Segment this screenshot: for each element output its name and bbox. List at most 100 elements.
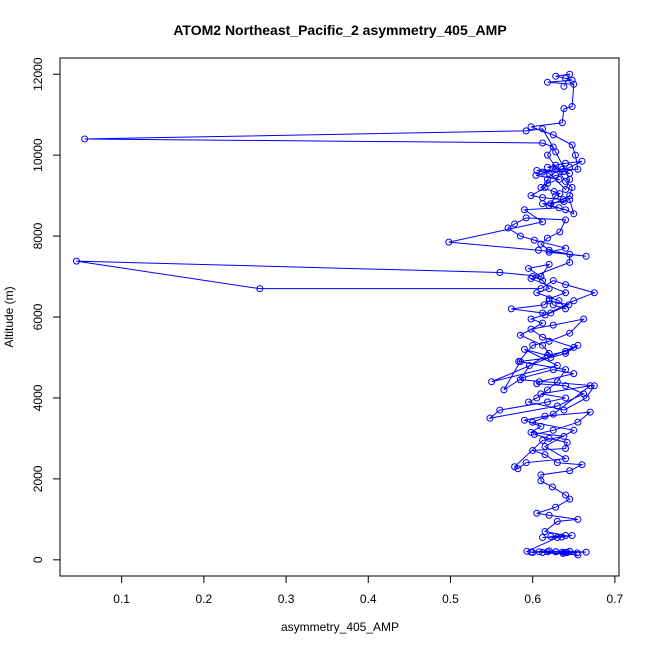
- data-point: [541, 527, 549, 535]
- data-point: [539, 341, 547, 349]
- data-point: [562, 394, 570, 402]
- data-point: [534, 246, 542, 254]
- y-tick-label: 8000: [31, 222, 45, 249]
- data-point: [582, 394, 590, 402]
- data-point: [539, 194, 547, 202]
- data-point: [533, 509, 541, 517]
- data-point: [556, 190, 564, 198]
- data-point: [529, 273, 537, 281]
- data-point: [590, 289, 598, 297]
- data-point: [560, 82, 568, 90]
- data-point: [539, 139, 547, 147]
- data-point: [525, 264, 533, 272]
- data-point: [533, 167, 541, 174]
- data-point: [573, 549, 581, 557]
- data-point: [537, 285, 545, 293]
- data-point: [527, 123, 535, 131]
- data-point: [537, 273, 545, 281]
- data-point: [504, 224, 512, 232]
- data-point: [81, 135, 89, 143]
- data-point: [549, 301, 557, 309]
- data-point: [562, 216, 570, 224]
- data-point: [562, 366, 570, 374]
- data-point: [533, 394, 541, 402]
- data-point: [549, 131, 557, 139]
- data-point: [574, 515, 582, 523]
- data-point: [586, 382, 594, 390]
- data-point: [586, 408, 594, 416]
- data-point: [552, 503, 560, 511]
- data-point: [562, 491, 570, 499]
- data-point: [540, 301, 548, 309]
- y-tick-label: 6000: [31, 303, 45, 330]
- data-point: [545, 169, 553, 177]
- data-point: [558, 119, 566, 127]
- data-point: [545, 285, 553, 293]
- data-point: [500, 386, 508, 394]
- data-point: [539, 534, 547, 542]
- data-point: [562, 382, 570, 390]
- data-point: [566, 192, 574, 200]
- data-point: [539, 319, 547, 327]
- data-point: [547, 532, 555, 540]
- data-point: [545, 202, 553, 210]
- y-tick-label: 2000: [31, 465, 45, 492]
- data-point: [552, 548, 560, 556]
- series-layer: [72, 70, 598, 559]
- data-point: [537, 390, 545, 398]
- data-point: [514, 465, 522, 473]
- data-point: [545, 297, 553, 305]
- data-point: [580, 315, 588, 323]
- data-point: [539, 125, 547, 133]
- data-point: [566, 495, 574, 503]
- data-point: [568, 184, 576, 191]
- data-point: [530, 236, 538, 244]
- data-point: [535, 378, 543, 386]
- data-point: [563, 438, 571, 446]
- data-point: [562, 281, 570, 289]
- data-point: [568, 532, 576, 540]
- data-point: [543, 351, 551, 359]
- data-point: [566, 175, 574, 183]
- data-point: [545, 511, 553, 519]
- data-point: [537, 184, 545, 191]
- data-point: [566, 250, 574, 258]
- data-point: [532, 171, 540, 179]
- data-point: [568, 141, 576, 149]
- series-line: [76, 73, 596, 556]
- data-point: [590, 382, 598, 390]
- data-point: [552, 165, 560, 173]
- data-point: [520, 416, 528, 424]
- data-point: [527, 192, 535, 200]
- data-point: [72, 257, 80, 265]
- data-point: [559, 196, 567, 204]
- y-tick-label: 10000: [31, 138, 45, 172]
- data-point: [553, 402, 561, 410]
- data-point: [566, 258, 574, 266]
- data-point: [582, 548, 590, 556]
- data-point: [570, 426, 578, 434]
- data-point: [566, 329, 574, 337]
- data-point: [555, 204, 563, 212]
- data-point: [574, 341, 582, 349]
- data-point: [562, 549, 570, 557]
- data-point: [543, 234, 551, 242]
- data-point: [516, 232, 524, 240]
- y-axis-label: Altitude (m): [2, 286, 16, 347]
- y-tick-label: 0: [31, 556, 45, 563]
- data-point: [256, 285, 264, 293]
- data-point: [537, 471, 545, 479]
- data-point: [527, 315, 535, 323]
- data-point: [552, 192, 560, 200]
- data-point: [570, 80, 578, 88]
- x-tick-label: 0.7: [607, 592, 624, 606]
- data-point: [539, 277, 547, 285]
- data-point: [549, 277, 557, 285]
- data-point: [523, 547, 531, 555]
- data-point: [511, 220, 519, 228]
- data-point: [552, 161, 560, 169]
- data-point: [574, 165, 582, 173]
- data-point: [522, 127, 530, 135]
- data-point: [545, 349, 553, 357]
